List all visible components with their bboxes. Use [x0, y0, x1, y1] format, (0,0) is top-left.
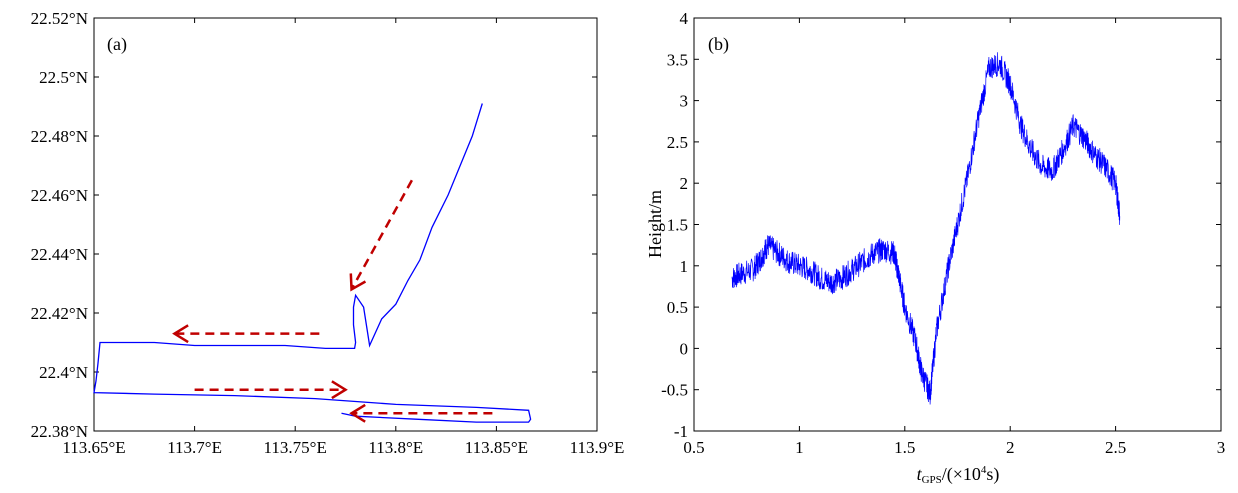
panel-label-a: (a): [107, 34, 127, 55]
height-x-tick-label: 0.5: [683, 438, 704, 457]
height-series-line: [731, 52, 1121, 405]
height-y-tick-label: 0: [680, 339, 689, 358]
height-plot-frame: [693, 17, 1222, 432]
map-y-tick-label: 22.44°N: [31, 245, 88, 264]
height-y-tick-label: 2.5: [667, 133, 688, 152]
map-plot-frame: [93, 17, 598, 432]
map-axis-ticks: 113.65°E 113.7°E 113.75°E 113.8°E 113.85°E 11…: [31, 9, 625, 457]
height-x-tick-label: 2.5: [1105, 438, 1126, 457]
arrow-head: [172, 324, 189, 344]
arrow-head: [331, 380, 348, 400]
direction-arrow: [194, 380, 348, 400]
height-y-tick-label: 1.5: [667, 216, 688, 235]
direction-arrow: [349, 179, 413, 292]
height-axis-ticks: 0.5 1 1.5 2 2.5 3 -1 -0.5 0 0.5 1 1.5 2 2.5 3 3.5 4: [661, 9, 1225, 457]
map-y-tick-label: 22.5°N: [39, 68, 88, 87]
map-x-tick-label: 113.65°E: [62, 438, 125, 457]
height-x-tick-label: 3: [1217, 438, 1226, 457]
height-x-tick-label: 1.5: [894, 438, 915, 457]
map-y-tick-label: 22.42°N: [31, 304, 88, 323]
map-x-tick-label: 113.8°E: [368, 438, 423, 457]
height-y-tick-label: 1: [680, 257, 689, 276]
map-x-tick-label: 113.85°E: [465, 438, 528, 457]
map-x-tick-label: 113.9°E: [570, 438, 625, 457]
map-y-tick-label: 22.4°N: [39, 363, 88, 382]
map-y-tick-label: 22.48°N: [31, 127, 88, 146]
map-x-tick-label: 113.75°E: [264, 438, 327, 457]
height-y-tick-label: -1: [674, 422, 688, 441]
height-y-tick-label: 3: [680, 92, 689, 111]
arrow-head: [349, 403, 366, 423]
direction-arrow: [349, 403, 493, 423]
height-panel: 0.5 1 1.5 2 2.5 3-1-0.500.511.522.533.54 (b) …: [645, 9, 1225, 486]
height-y-tick-label: 0.5: [667, 298, 688, 317]
height-x-axis-title: tGPS/(×104s): [917, 464, 1000, 486]
height-y-tick-label: -0.5: [661, 381, 688, 400]
direction-arrow: [172, 324, 320, 344]
map-y-tick-label: 22.52°N: [31, 9, 88, 28]
arrow-shaft: [350, 179, 413, 291]
height-y-tick-label: 2: [680, 174, 689, 193]
height-y-tick-label: 3.5: [667, 50, 688, 69]
direction-arrows: [172, 179, 493, 423]
height-y-tick-label: 4: [680, 9, 689, 28]
ship-track-line: [93, 103, 532, 423]
panel-label-b: (b): [708, 34, 729, 55]
map-panel: 113.65°E 113.7°E 113.75°E 113.8°E 113.85°E 11…: [31, 9, 625, 457]
height-y-axis-title: Height/m: [645, 190, 665, 258]
map-y-tick-label: 22.46°N: [31, 186, 88, 205]
height-x-tick-label: 2: [1006, 438, 1015, 457]
map-y-tick-label: 22.38°N: [31, 422, 88, 441]
height-x-tick-label: 1: [795, 438, 804, 457]
arrow-head: [349, 273, 367, 292]
map-x-tick-label: 113.7°E: [167, 438, 222, 457]
